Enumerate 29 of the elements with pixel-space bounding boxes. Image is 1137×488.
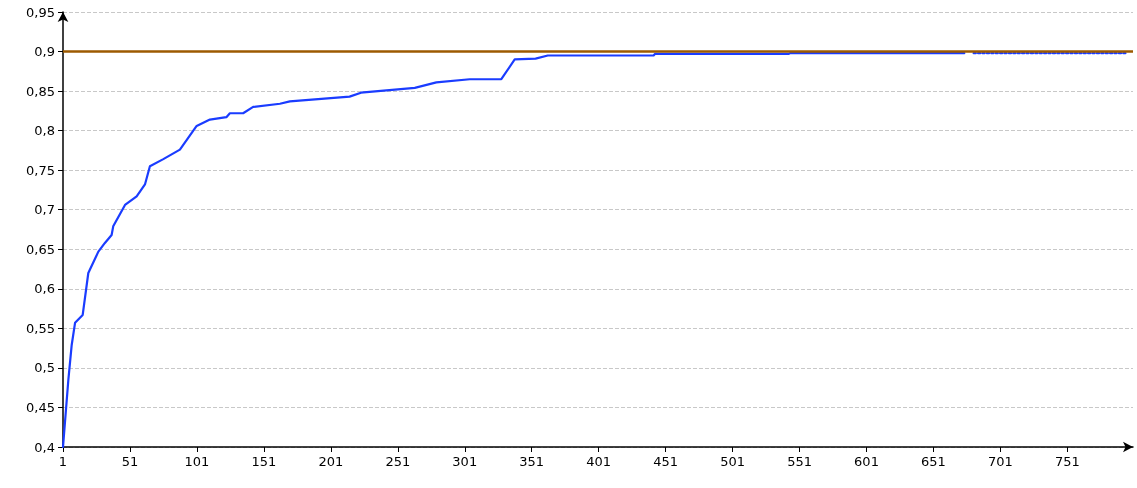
y-tick-label: 0,65 <box>26 241 55 257</box>
x-tick-label: 351 <box>519 454 545 469</box>
y-tick-label: 0,95 <box>26 4 55 20</box>
x-tick-label: 551 <box>787 454 812 469</box>
y-tick-label: 0,8 <box>34 123 55 139</box>
x-tick-label: 51 <box>121 454 139 469</box>
x-tick-label: 1 <box>58 454 68 469</box>
x-tick-label: 151 <box>251 454 277 469</box>
x-tick-label: 751 <box>1054 454 1080 469</box>
x-tick-label: 101 <box>184 454 210 469</box>
x-tick-label: 501 <box>720 454 745 469</box>
x-tick-label: 201 <box>318 454 344 469</box>
y-tick-label: 0,7 <box>34 202 55 218</box>
x-tick-label: 651 <box>921 454 946 469</box>
y-tick-label: 0,5 <box>34 360 55 376</box>
y-tick-label: 0,55 <box>26 320 55 336</box>
x-tick-label: 451 <box>653 454 679 469</box>
x-tick-label: 701 <box>988 454 1013 469</box>
y-tick-label: 0,45 <box>26 399 55 415</box>
y-tick-label: 0,85 <box>26 83 55 99</box>
y-tick-label: 0,4 <box>34 439 55 455</box>
line-series <box>61 52 966 449</box>
x-tick-label: 301 <box>452 454 478 469</box>
x-tick-label: 401 <box>586 454 612 469</box>
y-tick-label: 0,75 <box>26 162 55 178</box>
y-tick-label: 0,9 <box>34 44 55 60</box>
x-tick-label: 601 <box>854 454 879 469</box>
y-tick-label: 0,6 <box>34 281 55 297</box>
x-tick-label: 251 <box>385 454 411 469</box>
